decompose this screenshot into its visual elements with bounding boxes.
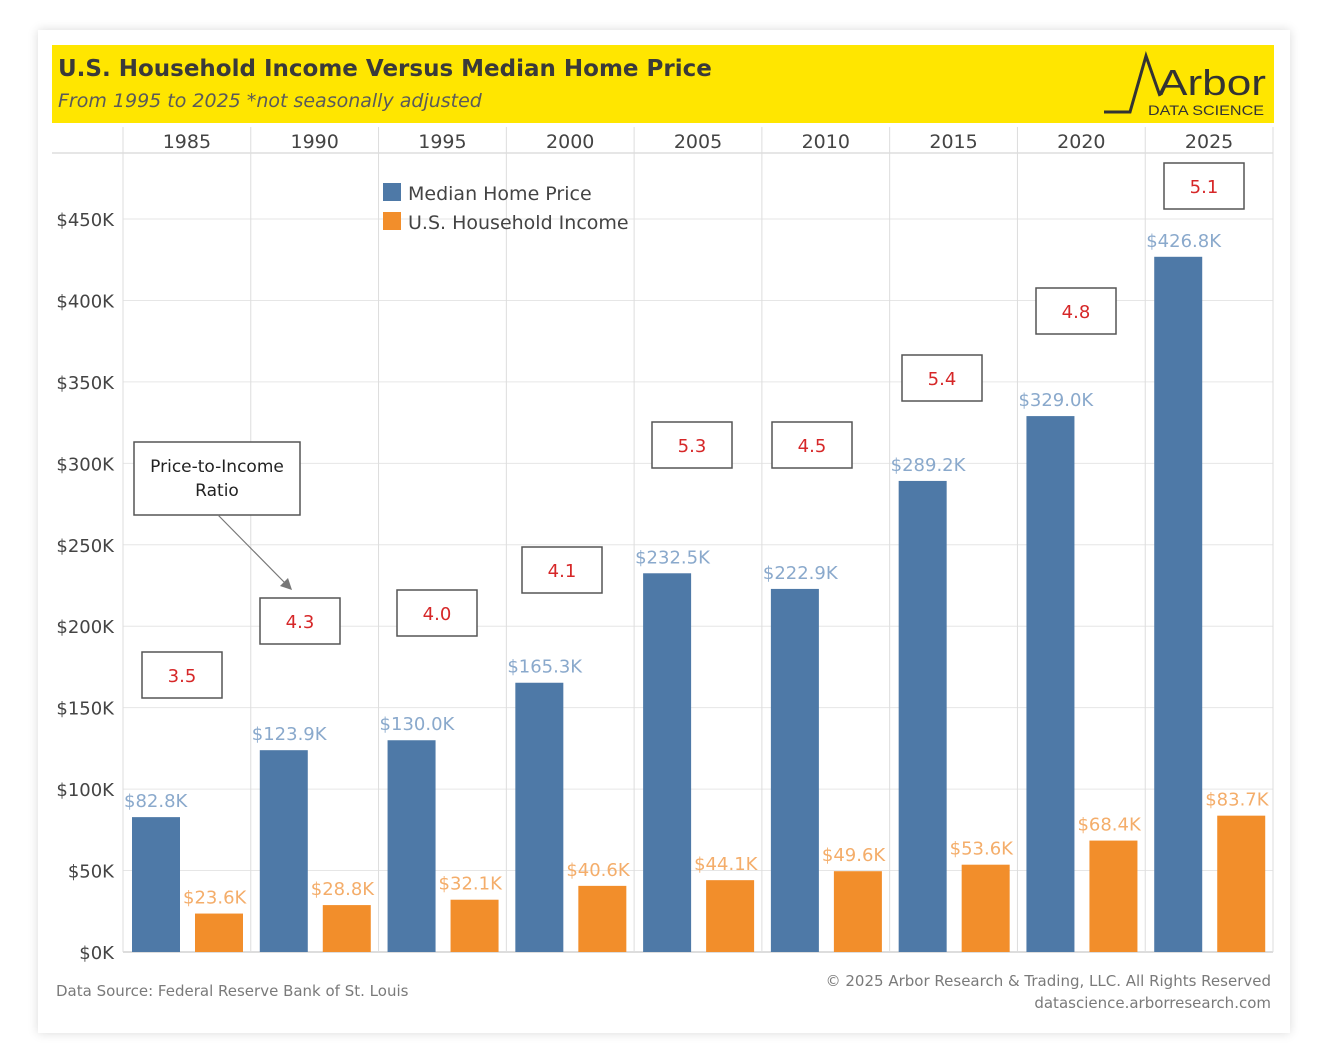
data-label-income: $40.6K — [566, 860, 631, 881]
y-tick-label: $0K — [79, 943, 115, 964]
ratio-value: 4.1 — [548, 561, 577, 582]
website-text: datascience.arborresearch.com — [1034, 994, 1271, 1012]
logo-swoosh-icon — [1104, 51, 1162, 114]
bar-home-price — [770, 588, 819, 952]
logo-wordmark: Arbor — [1158, 62, 1266, 103]
y-tick-label: $50K — [68, 862, 115, 883]
bar-home-price — [1026, 416, 1075, 952]
data-label-home-price: $130.0K — [380, 714, 456, 735]
y-tick-label: $250K — [56, 536, 115, 557]
data-label-home-price: $232.5K — [635, 547, 711, 568]
legend-swatch-home-price — [383, 183, 401, 201]
data-source: Data Source: Federal Reserve Bank of St.… — [56, 982, 409, 1000]
data-label-home-price: $82.8K — [124, 791, 189, 812]
annotation-arrow-line — [217, 514, 287, 585]
data-label-income: $68.4K — [1077, 815, 1142, 836]
data-label-income: $49.6K — [822, 845, 887, 866]
arbor-logo: Arbor DATA SCIENCE — [1104, 51, 1266, 118]
bar-income — [1089, 840, 1138, 952]
ratio-box — [651, 421, 733, 469]
bar-home-price — [132, 817, 180, 952]
chart-subtitle: From 1995 to 2025 *not seasonally adjust… — [58, 90, 482, 112]
annotation-arrowhead-icon — [280, 578, 292, 590]
copyright-text: © 2025 Arbor Research & Trading, LLC. Al… — [825, 972, 1271, 990]
chart-title: U.S. Household Income Versus Median Home… — [58, 56, 712, 82]
annotation-line: Price-to-Income — [150, 457, 284, 477]
annotation-text: Price-to-Income Ratio — [150, 457, 284, 501]
bar-home-price — [898, 480, 947, 952]
ratio-value: 4.0 — [423, 604, 452, 625]
x-tick-label: 1990 — [290, 131, 338, 153]
data-label-income: $53.6K — [950, 839, 1015, 860]
ratio-value: 4.8 — [1062, 302, 1091, 323]
x-tick-label: 1995 — [418, 131, 466, 153]
y-tick-label: $450K — [56, 210, 115, 231]
x-tick-label: 1985 — [163, 131, 211, 153]
x-tick-label: 2025 — [1185, 131, 1233, 153]
ratio-box — [1163, 162, 1245, 210]
bar-income — [706, 880, 755, 952]
bar-income — [578, 885, 627, 952]
ratio-value: 3.5 — [168, 666, 197, 687]
annotation-line: Ratio — [195, 481, 239, 501]
ratio-box — [771, 421, 853, 469]
data-label-home-price: $123.9K — [252, 724, 328, 745]
ratio-box — [1035, 287, 1117, 335]
bar-home-price — [1154, 256, 1203, 952]
y-tick-label: $350K — [56, 373, 115, 394]
data-label-income: $28.8K — [311, 879, 376, 900]
bar-income — [1217, 815, 1266, 952]
ratio-box — [141, 651, 223, 699]
ratio-value: 5.1 — [1190, 177, 1219, 198]
data-label-income: $32.1K — [439, 874, 504, 895]
bar-home-price — [515, 682, 564, 952]
legend-swatch-income — [383, 212, 401, 230]
x-tick-label: 2005 — [674, 131, 722, 153]
legend-label-home-price: Median Home Price — [408, 183, 592, 205]
data-label-income: $23.6K — [183, 888, 248, 909]
ratio-box — [259, 597, 341, 645]
bar-income — [195, 913, 243, 952]
x-tick-label: 2020 — [1057, 131, 1105, 153]
data-label-income: $44.1K — [694, 854, 759, 875]
data-label-home-price: $165.3K — [507, 657, 583, 678]
bar-home-price — [259, 750, 308, 952]
ratio-value: 4.3 — [286, 612, 315, 633]
copyright-block: © 2025 Arbor Research & Trading, LLC. Al… — [826, 970, 1271, 1014]
bar-income — [450, 899, 499, 952]
y-tick-label: $300K — [56, 454, 115, 475]
legend-label-income: U.S. Household Income — [408, 212, 629, 234]
data-label-home-price: $329.0K — [1018, 390, 1094, 411]
ratio-value: 4.5 — [798, 436, 827, 457]
ratio-box — [901, 354, 983, 402]
ratio-value: 5.3 — [678, 436, 707, 457]
y-tick-label: $400K — [56, 291, 115, 312]
logo-tagline: DATA SCIENCE — [1148, 102, 1264, 118]
data-label-income: $83.7K — [1205, 790, 1270, 811]
ratio-box — [396, 589, 478, 637]
bar-income — [322, 905, 371, 952]
data-label-home-price: $426.8K — [1146, 231, 1222, 252]
ratio-value: 5.4 — [928, 369, 957, 390]
data-label-home-price: $222.9K — [763, 563, 839, 584]
title-banner — [52, 45, 1274, 123]
y-tick-label: $200K — [56, 617, 115, 638]
bar-home-price — [643, 573, 692, 952]
y-tick-label: $150K — [56, 699, 115, 720]
x-tick-label: 2000 — [546, 131, 594, 153]
bar-income — [833, 871, 882, 952]
bar-home-price — [387, 740, 436, 952]
annotation-box — [133, 441, 301, 516]
data-label-home-price: $289.2K — [891, 455, 967, 476]
bar-income — [961, 864, 1010, 952]
y-tick-label: $100K — [56, 780, 115, 801]
ratio-box — [521, 546, 603, 594]
x-tick-label: 2010 — [802, 131, 850, 153]
x-tick-label: 2015 — [929, 131, 977, 153]
